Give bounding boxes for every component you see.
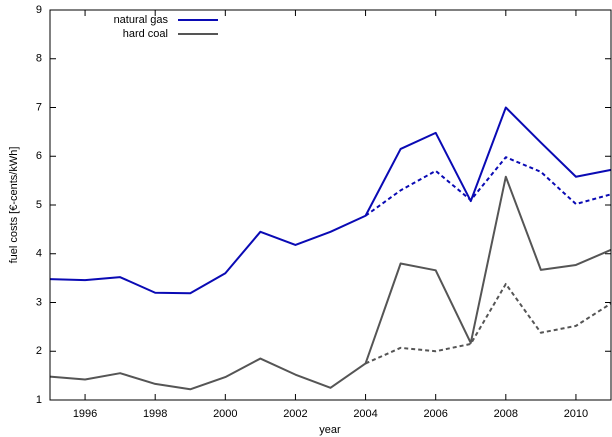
y-tick-label: 7 (36, 101, 42, 113)
y-tick-label: 6 (36, 150, 42, 162)
y-tick-label: 1 (36, 394, 42, 406)
x-axis-label: year (319, 424, 341, 436)
x-tick-label: 1998 (143, 408, 167, 420)
y-tick-label: 9 (36, 4, 42, 16)
y-tick-label: 5 (36, 199, 42, 211)
y-tick-label: 3 (36, 296, 42, 308)
x-tick-label: 2010 (564, 408, 588, 420)
x-tick-label: 2004 (353, 408, 377, 420)
y-tick-label: 8 (36, 53, 42, 65)
x-tick-label: 2006 (423, 408, 447, 420)
series-line (49, 106, 612, 295)
y-tick-label: 2 (36, 345, 42, 357)
series-line (365, 282, 612, 365)
legend-label: hard coal (123, 28, 168, 40)
y-axis-label: fuel costs [€-cents/kWh] (8, 147, 20, 264)
series-line (364, 156, 612, 217)
y-tick-label: 4 (36, 248, 42, 260)
x-tick-label: 2008 (494, 408, 518, 420)
x-tick-label: 1996 (73, 408, 97, 420)
series-line (49, 175, 612, 391)
legend-label: natural gas (114, 14, 169, 26)
x-tick-label: 2002 (283, 408, 307, 420)
x-tick-label: 2000 (213, 408, 237, 420)
plot-frame (49, 9, 612, 401)
